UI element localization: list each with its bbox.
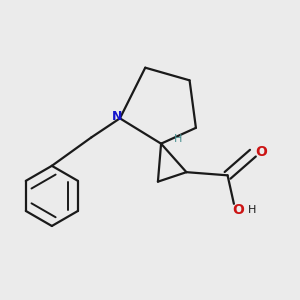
Text: O: O [232, 202, 244, 217]
Text: H: H [248, 205, 256, 215]
Text: N: N [112, 110, 122, 123]
Text: H: H [174, 134, 183, 144]
Text: O: O [255, 145, 267, 159]
